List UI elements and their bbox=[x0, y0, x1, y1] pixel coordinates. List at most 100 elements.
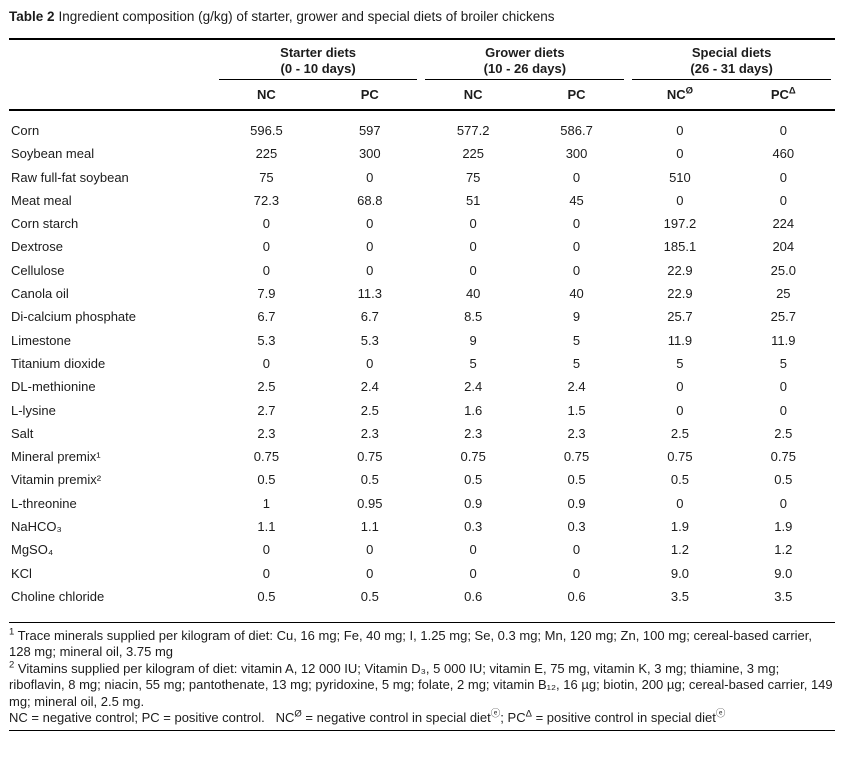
value-cell: 8.5 bbox=[464, 309, 483, 325]
value-cell: 0 bbox=[262, 239, 271, 255]
value-cell: 510 bbox=[669, 169, 691, 185]
row-label: Corn starch bbox=[11, 216, 79, 232]
value-cell: 0 bbox=[572, 239, 581, 255]
table-row: Meat meal 72.3 68.8 51 45 0 0 bbox=[9, 189, 835, 212]
value-cell: 25.7 bbox=[667, 309, 693, 325]
row-label: Limestone bbox=[11, 332, 71, 348]
footnote-superscript: 1 bbox=[9, 626, 15, 638]
value-cell: 1.2 bbox=[774, 542, 793, 558]
table-row: L-threonine 1 0.95 0.9 0.9 0 0 bbox=[9, 492, 835, 515]
value-cell: 0 bbox=[366, 216, 374, 232]
row-label: DL-methionine bbox=[11, 379, 96, 395]
value-cell: 0 bbox=[779, 495, 787, 511]
column-header-label: PC bbox=[567, 87, 586, 102]
value-cell: 597 bbox=[358, 123, 381, 138]
value-cell: 68.8 bbox=[357, 192, 383, 208]
value-cell: 0 bbox=[676, 402, 684, 418]
value-cell: 0 bbox=[469, 565, 477, 581]
value-cell: 0.75 bbox=[770, 449, 796, 465]
value-cell: 5 bbox=[572, 355, 581, 371]
value-cell: 0 bbox=[572, 542, 581, 558]
value-cell: 586.7 bbox=[560, 123, 593, 138]
row-label: Vitamin premix² bbox=[11, 472, 102, 488]
value-cell: 0 bbox=[676, 123, 684, 138]
value-cell: 225 bbox=[462, 146, 485, 162]
column-header-superscript: Ø bbox=[685, 85, 693, 97]
value-cell: 0.6 bbox=[421, 584, 525, 623]
value-cell: 0.3 bbox=[567, 519, 586, 535]
value-cell: 0 bbox=[676, 146, 684, 162]
value-cell: 1.1 bbox=[257, 519, 276, 535]
value-cell: 0 bbox=[469, 262, 477, 278]
table-row: Dextrose 0 0 0 0 185.1 204 bbox=[9, 235, 835, 258]
value-cell: 0.5 bbox=[214, 584, 319, 623]
table-body: Corn 596.5 597 577.2 586.7 0 0 Soybean meal 225 3… bbox=[9, 110, 835, 623]
paper-page: Table 2 Ingredient composition (g/kg) of … bbox=[9, 9, 835, 733]
value-cell: 0.95 bbox=[357, 495, 383, 511]
value-cell: 300 bbox=[358, 146, 381, 162]
value-cell: 225 bbox=[255, 146, 278, 162]
group-name: Starter diets bbox=[280, 45, 357, 60]
value-cell: 0 bbox=[779, 379, 787, 395]
stub-header-cell bbox=[9, 38, 215, 81]
row-label: L-lysine bbox=[11, 402, 56, 418]
value-cell: 224 bbox=[772, 216, 795, 232]
value-cell: 0 bbox=[676, 495, 684, 511]
value-cell: 300 bbox=[565, 146, 588, 162]
value-cell: 25 bbox=[776, 286, 791, 302]
value-cell: 1.5 bbox=[567, 402, 586, 418]
value-cell: 0 bbox=[779, 192, 787, 208]
table-row: Corn starch 0 0 0 0 197.2 224 bbox=[9, 212, 835, 235]
value-cell: 22.9 bbox=[667, 262, 693, 278]
row-label: Meat meal bbox=[11, 192, 72, 208]
row-label: Raw full-fat soybean bbox=[11, 169, 129, 185]
table-row: L-lysine 2.7 2.5 1.6 1.5 0 0 bbox=[9, 399, 835, 422]
bottom-rule bbox=[9, 730, 835, 733]
table-row: Raw full-fat soybean 75 0 75 0 510 0 bbox=[9, 166, 835, 189]
footnote-text: NC = negative control; PC = positive con… bbox=[9, 709, 295, 725]
value-cell: 2.4 bbox=[360, 379, 379, 395]
column-header-pc-group2: PC bbox=[524, 81, 629, 111]
group-period: (10 - 26 days) bbox=[483, 61, 567, 76]
value-cell: 5 bbox=[779, 355, 787, 371]
footnote-text: = positive control in special diet bbox=[531, 709, 716, 725]
value-cell: 0 bbox=[676, 379, 684, 395]
column-header-label: NC bbox=[257, 87, 276, 102]
value-cell: 1.6 bbox=[464, 402, 483, 418]
value-cell: 5 bbox=[469, 355, 477, 371]
table-row: Vitamin premix² 0.5 0.5 0.5 0.5 0.5 0.5 bbox=[9, 468, 835, 491]
value-cell: 596.5 bbox=[250, 123, 283, 138]
footnote-2: 2 Vitamins supplied per kilogram of diet… bbox=[9, 660, 835, 710]
value-cell: 0 bbox=[779, 169, 787, 185]
footnote-text: = negative control in special diet bbox=[301, 709, 491, 725]
row-label: Cellulose bbox=[11, 262, 65, 278]
value-cell: 9.0 bbox=[774, 565, 793, 581]
group-name: Special diets bbox=[691, 45, 772, 60]
value-cell: 3.5 bbox=[628, 584, 732, 623]
value-cell: 2.3 bbox=[464, 425, 483, 441]
value-cell: 1 bbox=[262, 495, 271, 511]
value-cell: 0 bbox=[779, 402, 787, 418]
row-label: MgSO₄ bbox=[11, 542, 54, 558]
ingredient-composition-table: Starter diets (0 - 10 days) Grower diets (1… bbox=[9, 38, 835, 623]
column-header-nc-group2: NC bbox=[421, 81, 525, 111]
row-label: KCl bbox=[11, 565, 32, 581]
group-header-inner: Grower diets (10 - 26 days) bbox=[425, 45, 625, 80]
value-cell: 25.7 bbox=[770, 309, 796, 325]
table-row: Canola oil 7.9 11.3 40 40 22.9 25 bbox=[9, 282, 835, 305]
value-cell: 0.5 bbox=[318, 584, 422, 623]
value-cell: 25.0 bbox=[770, 262, 796, 278]
table-row: KCl 0 0 0 0 9.0 9.0 bbox=[9, 562, 835, 585]
value-cell: 2.5 bbox=[360, 402, 379, 418]
value-cell: 0 bbox=[366, 542, 374, 558]
column-header-nc-group1: NC bbox=[214, 81, 319, 111]
value-cell: 2.5 bbox=[774, 425, 793, 441]
row-label: Di-calcium phosphate bbox=[11, 309, 137, 325]
table-header: Starter diets (0 - 10 days) Grower diets (1… bbox=[9, 38, 835, 111]
value-cell: 0 bbox=[572, 262, 581, 278]
value-cell: 2.3 bbox=[360, 425, 379, 441]
row-label: Choline chloride bbox=[9, 584, 215, 623]
table-row: Limestone 5.3 5.3 9 5 11.9 11.9 bbox=[9, 329, 835, 352]
table-row: Soybean meal 225 300 225 300 0 460 bbox=[9, 142, 835, 165]
value-cell: 197.2 bbox=[663, 216, 697, 232]
